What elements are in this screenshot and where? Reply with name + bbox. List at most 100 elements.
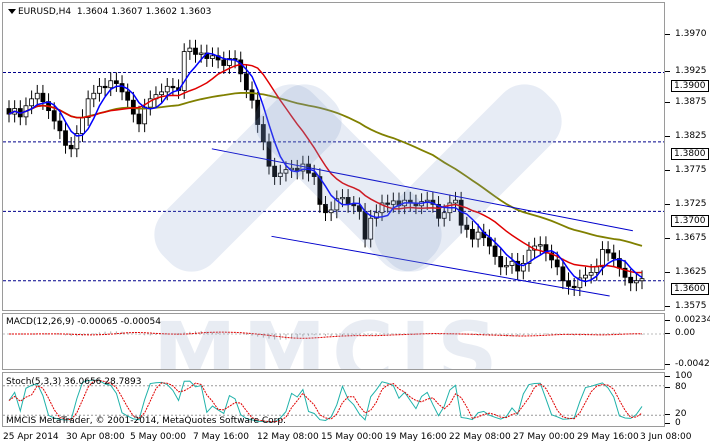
candle-body (498, 256, 504, 268)
macd-signal-line (9, 331, 643, 339)
stoch-main-line (8, 379, 643, 423)
stochastic-chart[interactable] (3, 373, 665, 427)
candle-body (373, 212, 379, 219)
price-tick: 1.3625 (665, 267, 707, 277)
candle-body (74, 133, 80, 150)
stochastic-pane[interactable]: Stoch(5,3,3) 36.0656 28.7893 MMCIS MetaT… (2, 372, 665, 427)
time-tick: 30 Apr 08:00 (66, 432, 125, 442)
level-tag: 1.3900 (671, 80, 709, 92)
candle-body (249, 89, 255, 101)
candle-body (272, 165, 278, 177)
time-tick: 5 May 00:00 (130, 432, 186, 442)
candle-body (503, 265, 509, 268)
candle-body (526, 249, 532, 264)
candle-body (108, 80, 114, 89)
ma-mid-line (8, 63, 643, 274)
candle-body (328, 209, 334, 214)
channel-lower-line (271, 235, 610, 297)
candle-body (119, 83, 125, 93)
candle-body (357, 205, 362, 212)
candle-body (85, 98, 91, 118)
level-tag: 1.3700 (671, 215, 709, 227)
candle-body (453, 199, 458, 204)
candle-body (193, 47, 198, 55)
macd-label: MACD(12,26,9) -0.00065 -0.00054 (6, 317, 162, 327)
candle-body (221, 59, 227, 66)
watermark-logo (153, 43, 573, 303)
stoch-tick: 100 (664, 371, 693, 381)
candle-body (554, 259, 560, 268)
candle-body (436, 203, 441, 219)
time-tick: 15 May 00:00 (321, 432, 383, 442)
price-tick: 1.3575 (665, 301, 707, 311)
candle-body (170, 85, 176, 89)
price-tick: 1.3970 (665, 29, 707, 39)
candle-body (470, 228, 475, 240)
candle-body (509, 260, 515, 266)
time-tick: 3 Jun 08:00 (640, 432, 692, 442)
candle-body (537, 244, 543, 247)
time-axis[interactable]: 25 Apr 2014 30 Apr 08:00 5 May 00:00 7 M… (0, 430, 710, 445)
candle-body (136, 113, 142, 125)
macd-chart[interactable] (3, 314, 665, 370)
ohlc-readout: 1.3604 1.3607 1.3602 1.3603 (76, 7, 212, 17)
price-tick: 1.3825 (665, 131, 707, 141)
candle-body (91, 92, 97, 100)
copyright-text: MMCIS MetaTrader, © 2001-2014, MetaQuote… (6, 416, 286, 426)
candle-body (243, 73, 249, 91)
candle-body (600, 249, 605, 268)
candle-body (113, 80, 119, 84)
candle-body (125, 91, 131, 101)
candle-body (102, 85, 108, 89)
candle-body (210, 55, 215, 59)
candle-body (605, 249, 611, 254)
candle-body (283, 169, 289, 174)
candle-body (97, 85, 102, 94)
chart-header: EURUSD,H4 1.3604 1.3607 1.3602 1.3603 (18, 7, 211, 17)
price-chart[interactable] (3, 3, 665, 311)
candle-body (464, 224, 470, 230)
candle-body (368, 217, 374, 240)
candle-body (385, 202, 391, 205)
candle-body (594, 266, 600, 273)
candle-body (80, 117, 85, 134)
candle-body (29, 98, 35, 107)
macd-tick: 0.00 (664, 328, 696, 338)
candle-body (633, 280, 639, 284)
candle-body (611, 252, 617, 259)
candle-body (198, 52, 204, 55)
candle-body (51, 110, 57, 122)
chart-symbol-arrow-icon (8, 9, 16, 14)
candle-body (187, 47, 193, 53)
stoch-tick: 80 (664, 382, 687, 392)
price-tick: 1.3775 (665, 165, 707, 175)
candle-body (560, 266, 566, 282)
time-tick: 22 May 08:00 (449, 432, 511, 442)
candle-body (159, 91, 164, 96)
stoch-tick: 20 (664, 409, 687, 419)
price-chart-pane[interactable]: EURUSD,H4 1.3604 1.3607 1.3602 1.3603 (2, 2, 665, 311)
candle-body (577, 277, 583, 289)
macd-pane[interactable]: MMCIS MACD(12,26,9) -0.00065 -0.00054 (2, 313, 665, 370)
price-tick: 1.3675 (665, 233, 707, 243)
price-axis[interactable]: 1.3970 1.3925 1.3875 1.3825 1.3775 1.372… (665, 2, 710, 311)
price-tick: 1.3925 (665, 66, 707, 76)
candle-body (622, 267, 628, 278)
candle-body (323, 203, 328, 214)
macd-tick: 0.00234 (664, 315, 710, 325)
stochastic-axis[interactable]: 100 80 20 0 (664, 371, 710, 428)
stoch-tick: 0 (665, 418, 681, 428)
candle-body (68, 144, 74, 150)
candle-body (260, 124, 266, 143)
candle-body (181, 51, 187, 91)
candle-body (390, 200, 396, 205)
candle-body (164, 85, 170, 93)
level-tag: 1.3800 (671, 148, 709, 160)
channel-upper-line (211, 148, 633, 232)
candle-body (571, 285, 577, 289)
candle-body (63, 130, 68, 146)
candle-body (57, 120, 63, 132)
symbol-label: EURUSD,H4 (18, 7, 72, 17)
macd-axis[interactable]: 0.00234 0.00 -0.00429 (664, 313, 710, 370)
time-tick: 27 May 00:00 (513, 432, 575, 442)
